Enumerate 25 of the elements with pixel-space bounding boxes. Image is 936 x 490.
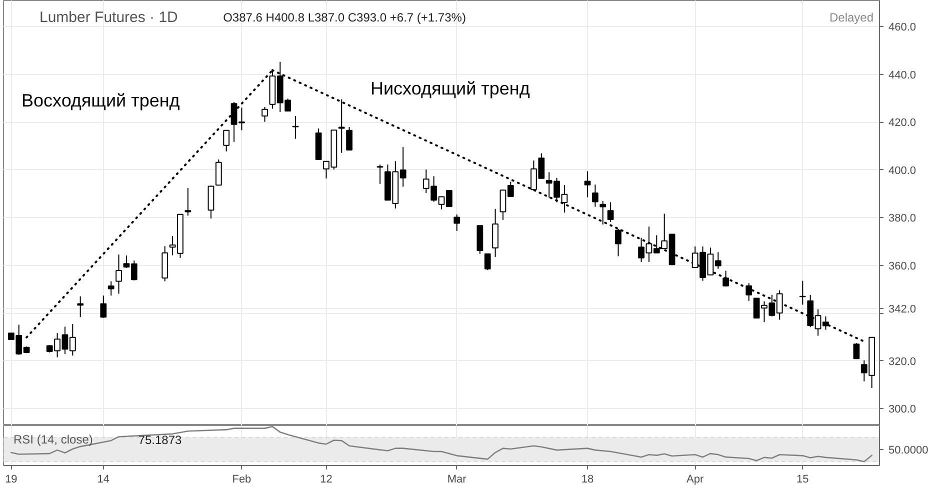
x-tick-label: 14 bbox=[97, 474, 110, 486]
text: RSI (14, close) bbox=[14, 432, 93, 446]
y-tick-label: 420.0 bbox=[888, 117, 916, 130]
x-tick-label: Mar bbox=[447, 474, 467, 486]
text: Lumber Futures · 1D bbox=[40, 9, 178, 26]
x-tick-label: 19 bbox=[5, 474, 18, 486]
y-tick-label: 320.0 bbox=[888, 356, 916, 368]
y-tick-label: 460.0 bbox=[888, 22, 916, 34]
y-tick-label: 342.0 bbox=[888, 303, 916, 316]
y-tick-label: 440.0 bbox=[888, 69, 916, 82]
annotation: Нисходящий тренд bbox=[370, 78, 530, 98]
x-tick-label: 15 bbox=[796, 474, 809, 486]
y-tick-label: 400.0 bbox=[888, 164, 916, 177]
x-tick-label: Feb bbox=[232, 474, 252, 486]
y-tick-label: 360.0 bbox=[888, 260, 916, 272]
annotation: 50.0000 bbox=[888, 444, 928, 457]
x-tick-label: Apr bbox=[686, 474, 704, 486]
annotation: Восходящий тренд bbox=[22, 90, 180, 110]
x-tick-label: 18 bbox=[581, 474, 594, 486]
text: 75.1873 bbox=[138, 433, 182, 447]
text: O387.6 H400.8 L387.0 C393.0 +6.7 (+1.73%) bbox=[223, 10, 466, 24]
y-tick-label: 300.0 bbox=[888, 404, 916, 416]
annotation: Delayed bbox=[829, 10, 874, 24]
x-tick-label: 12 bbox=[320, 474, 332, 486]
y-tick-label: 380.0 bbox=[888, 212, 916, 225]
